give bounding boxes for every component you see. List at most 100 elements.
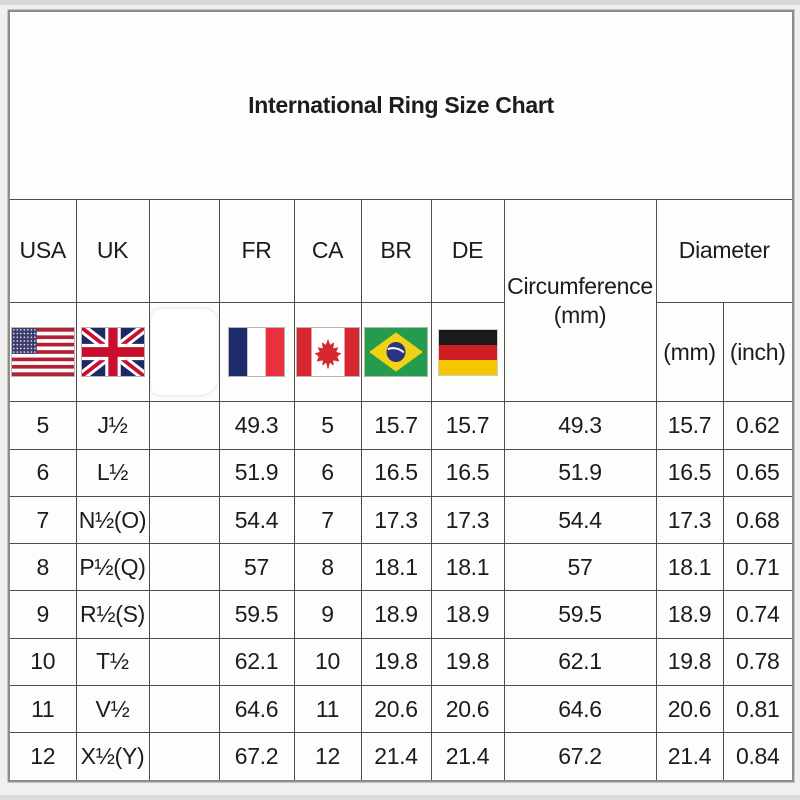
table-cell: 0.68 [722,495,794,545]
table-cell: 19.8 [655,637,724,687]
table-cell: 59.5 [503,590,657,639]
col-header-fr: FR [218,198,295,303]
br-flag-cell [360,301,432,403]
table-cell: 17.3 [430,495,505,545]
table-cell: 8 [293,543,362,592]
scan-edge-top [0,0,800,5]
table-cell: 10 [293,637,362,687]
page-title: International Ring Size Chart [8,10,794,200]
table-cell: 11 [8,684,77,734]
col-header-de: DE [430,198,505,303]
table-row: 6 L½ 51.9 6 16.5 16.5 51.9 16.5 0.65 [8,448,794,497]
table-cell: 17.3 [360,495,432,545]
col-header-diameter: Diameter [655,198,794,303]
table-cell: 18.1 [430,543,505,592]
table-cell [148,401,220,450]
table-cell: 18.9 [655,590,724,639]
table-cell [148,495,220,545]
table-cell: T½ [75,637,150,687]
table-cell: 5 [8,401,77,450]
usa-flag-cell [8,301,77,403]
blank-flag-cell [148,301,220,403]
table-cell: 0.81 [722,684,794,734]
table-row: 5 J½ 49.3 5 15.7 15.7 49.3 15.7 0.62 [8,401,794,450]
fr-flag-cell [218,301,295,403]
table-cell: N½(O) [75,495,150,545]
table-cell: 57 [503,543,657,592]
table-cell: 54.4 [218,495,295,545]
table-row: 8 P½(Q) 57 8 18.1 18.1 57 18.1 0.71 [8,543,794,592]
table-cell: 21.4 [655,732,724,782]
flag-row: (mm) (inch) [8,301,794,403]
table-cell: 67.2 [218,732,295,782]
table-row: 11 V½ 64.6 11 20.6 20.6 64.6 20.6 0.81 [8,684,794,734]
whiteout-blob [150,308,218,396]
table-cell: 57 [218,543,295,592]
col-header-diameter-inch: (inch) [722,301,794,403]
de-flag-icon [438,329,497,375]
table-cell: 21.4 [430,732,505,782]
table-cell [148,637,220,687]
table-cell [148,543,220,592]
table-cell: 5 [293,401,362,450]
de-flag-cell [430,301,505,403]
table-cell: J½ [75,401,150,450]
table-cell: 16.5 [360,448,432,497]
table-cell: 20.6 [655,684,724,734]
table-cell: 9 [293,590,362,639]
ca-flag-icon [296,328,359,377]
table-cell: 12 [293,732,362,782]
table-cell: 18.1 [360,543,432,592]
table-body: 5 J½ 49.3 5 15.7 15.7 49.3 15.7 0.62 6 L½ 51.9 6 16.5… [8,401,794,782]
table-cell: 17.3 [655,495,724,545]
table-cell: 15.7 [430,401,505,450]
table-cell: 8 [8,543,77,592]
table-cell: V½ [75,684,150,734]
table-cell: 20.6 [430,684,505,734]
scan-edge-bottom [0,795,800,800]
table-cell: 21.4 [360,732,432,782]
table-cell: 59.5 [218,590,295,639]
table-cell [148,590,220,639]
table-cell: 51.9 [218,448,295,497]
table-cell: 0.74 [722,590,794,639]
table-cell: 15.7 [655,401,724,450]
table-cell: 15.7 [360,401,432,450]
ring-size-table: International Ring Size Chart USA UK FR … [6,9,796,783]
table-cell: 62.1 [218,637,295,687]
table-cell: 11 [293,684,362,734]
table-cell: 6 [8,448,77,497]
table-cell: 64.6 [503,684,657,734]
table-cell: 0.62 [722,401,794,450]
title-row: International Ring Size Chart [8,10,794,200]
circumference-label: Circumference [507,272,653,299]
table-cell [148,684,220,734]
table-cell: 16.5 [655,448,724,497]
table-cell: 12 [8,732,77,782]
table-row: 7 N½(O) 54.4 7 17.3 17.3 54.4 17.3 0.68 [8,495,794,545]
table-cell: 18.1 [655,543,724,592]
table-cell: 18.9 [430,590,505,639]
table-cell: 16.5 [430,448,505,497]
table-cell: 67.2 [503,732,657,782]
table-cell: 7 [293,495,362,545]
table-cell: 49.3 [503,401,657,450]
col-header-usa: USA [8,198,77,303]
table-cell: R½(S) [75,590,150,639]
col-header-br: BR [360,198,432,303]
table-cell: 51.9 [503,448,657,497]
table-cell: 9 [8,590,77,639]
table-cell: 7 [8,495,77,545]
table-cell: 6 [293,448,362,497]
col-header-circumference: Circumference (mm) [503,198,657,403]
table-cell: 0.78 [722,637,794,687]
circumference-unit: (mm) [553,301,607,328]
table-cell [148,732,220,782]
uk-flag-icon [81,328,144,377]
table-cell: 62.1 [503,637,657,687]
table-cell: X½(Y) [75,732,150,782]
table-row: 12 X½(Y) 67.2 12 21.4 21.4 67.2 21.4 0.84 [8,732,794,782]
us-flag-icon [11,328,74,377]
header-row: USA UK FR CA BR DE Circumference (mm) Di… [8,198,794,403]
table-cell: 49.3 [218,401,295,450]
